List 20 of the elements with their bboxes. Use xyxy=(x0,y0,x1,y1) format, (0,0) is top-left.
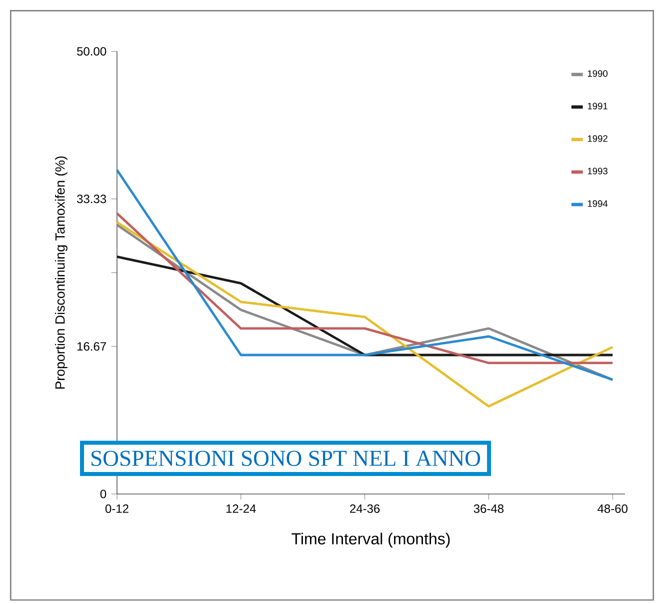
line-series xyxy=(116,224,614,381)
y-tick-label: 33.33 xyxy=(77,194,106,204)
y-tick-label: 50.00 xyxy=(77,47,106,56)
x-axis-title: Time Interval (months) xyxy=(292,532,450,548)
x-tick-label: 48-60 xyxy=(598,504,628,513)
line-series xyxy=(116,221,614,408)
x-tick-label: 12-24 xyxy=(226,504,256,513)
y-tick-label: 16.67 xyxy=(77,342,106,351)
legend-label: 1990 xyxy=(588,70,608,77)
x-tick-label: 24-36 xyxy=(350,504,380,513)
y-tick-label: 0 xyxy=(100,490,106,498)
legend-label: 1994 xyxy=(588,200,608,207)
x-tick-label: 0-12 xyxy=(105,504,128,513)
legend-label: 1991 xyxy=(588,102,608,110)
x-tick-label: 36-48 xyxy=(474,504,504,513)
legend-label: 1993 xyxy=(588,168,608,174)
line-series xyxy=(116,168,614,381)
y-axis-title: Proportion Discontinuing Tamoxifen (%) xyxy=(54,156,68,389)
legend-label: 1992 xyxy=(588,135,608,142)
annotation: SOSPENSIONI SONO SPT NEL I ANNO xyxy=(92,450,480,466)
